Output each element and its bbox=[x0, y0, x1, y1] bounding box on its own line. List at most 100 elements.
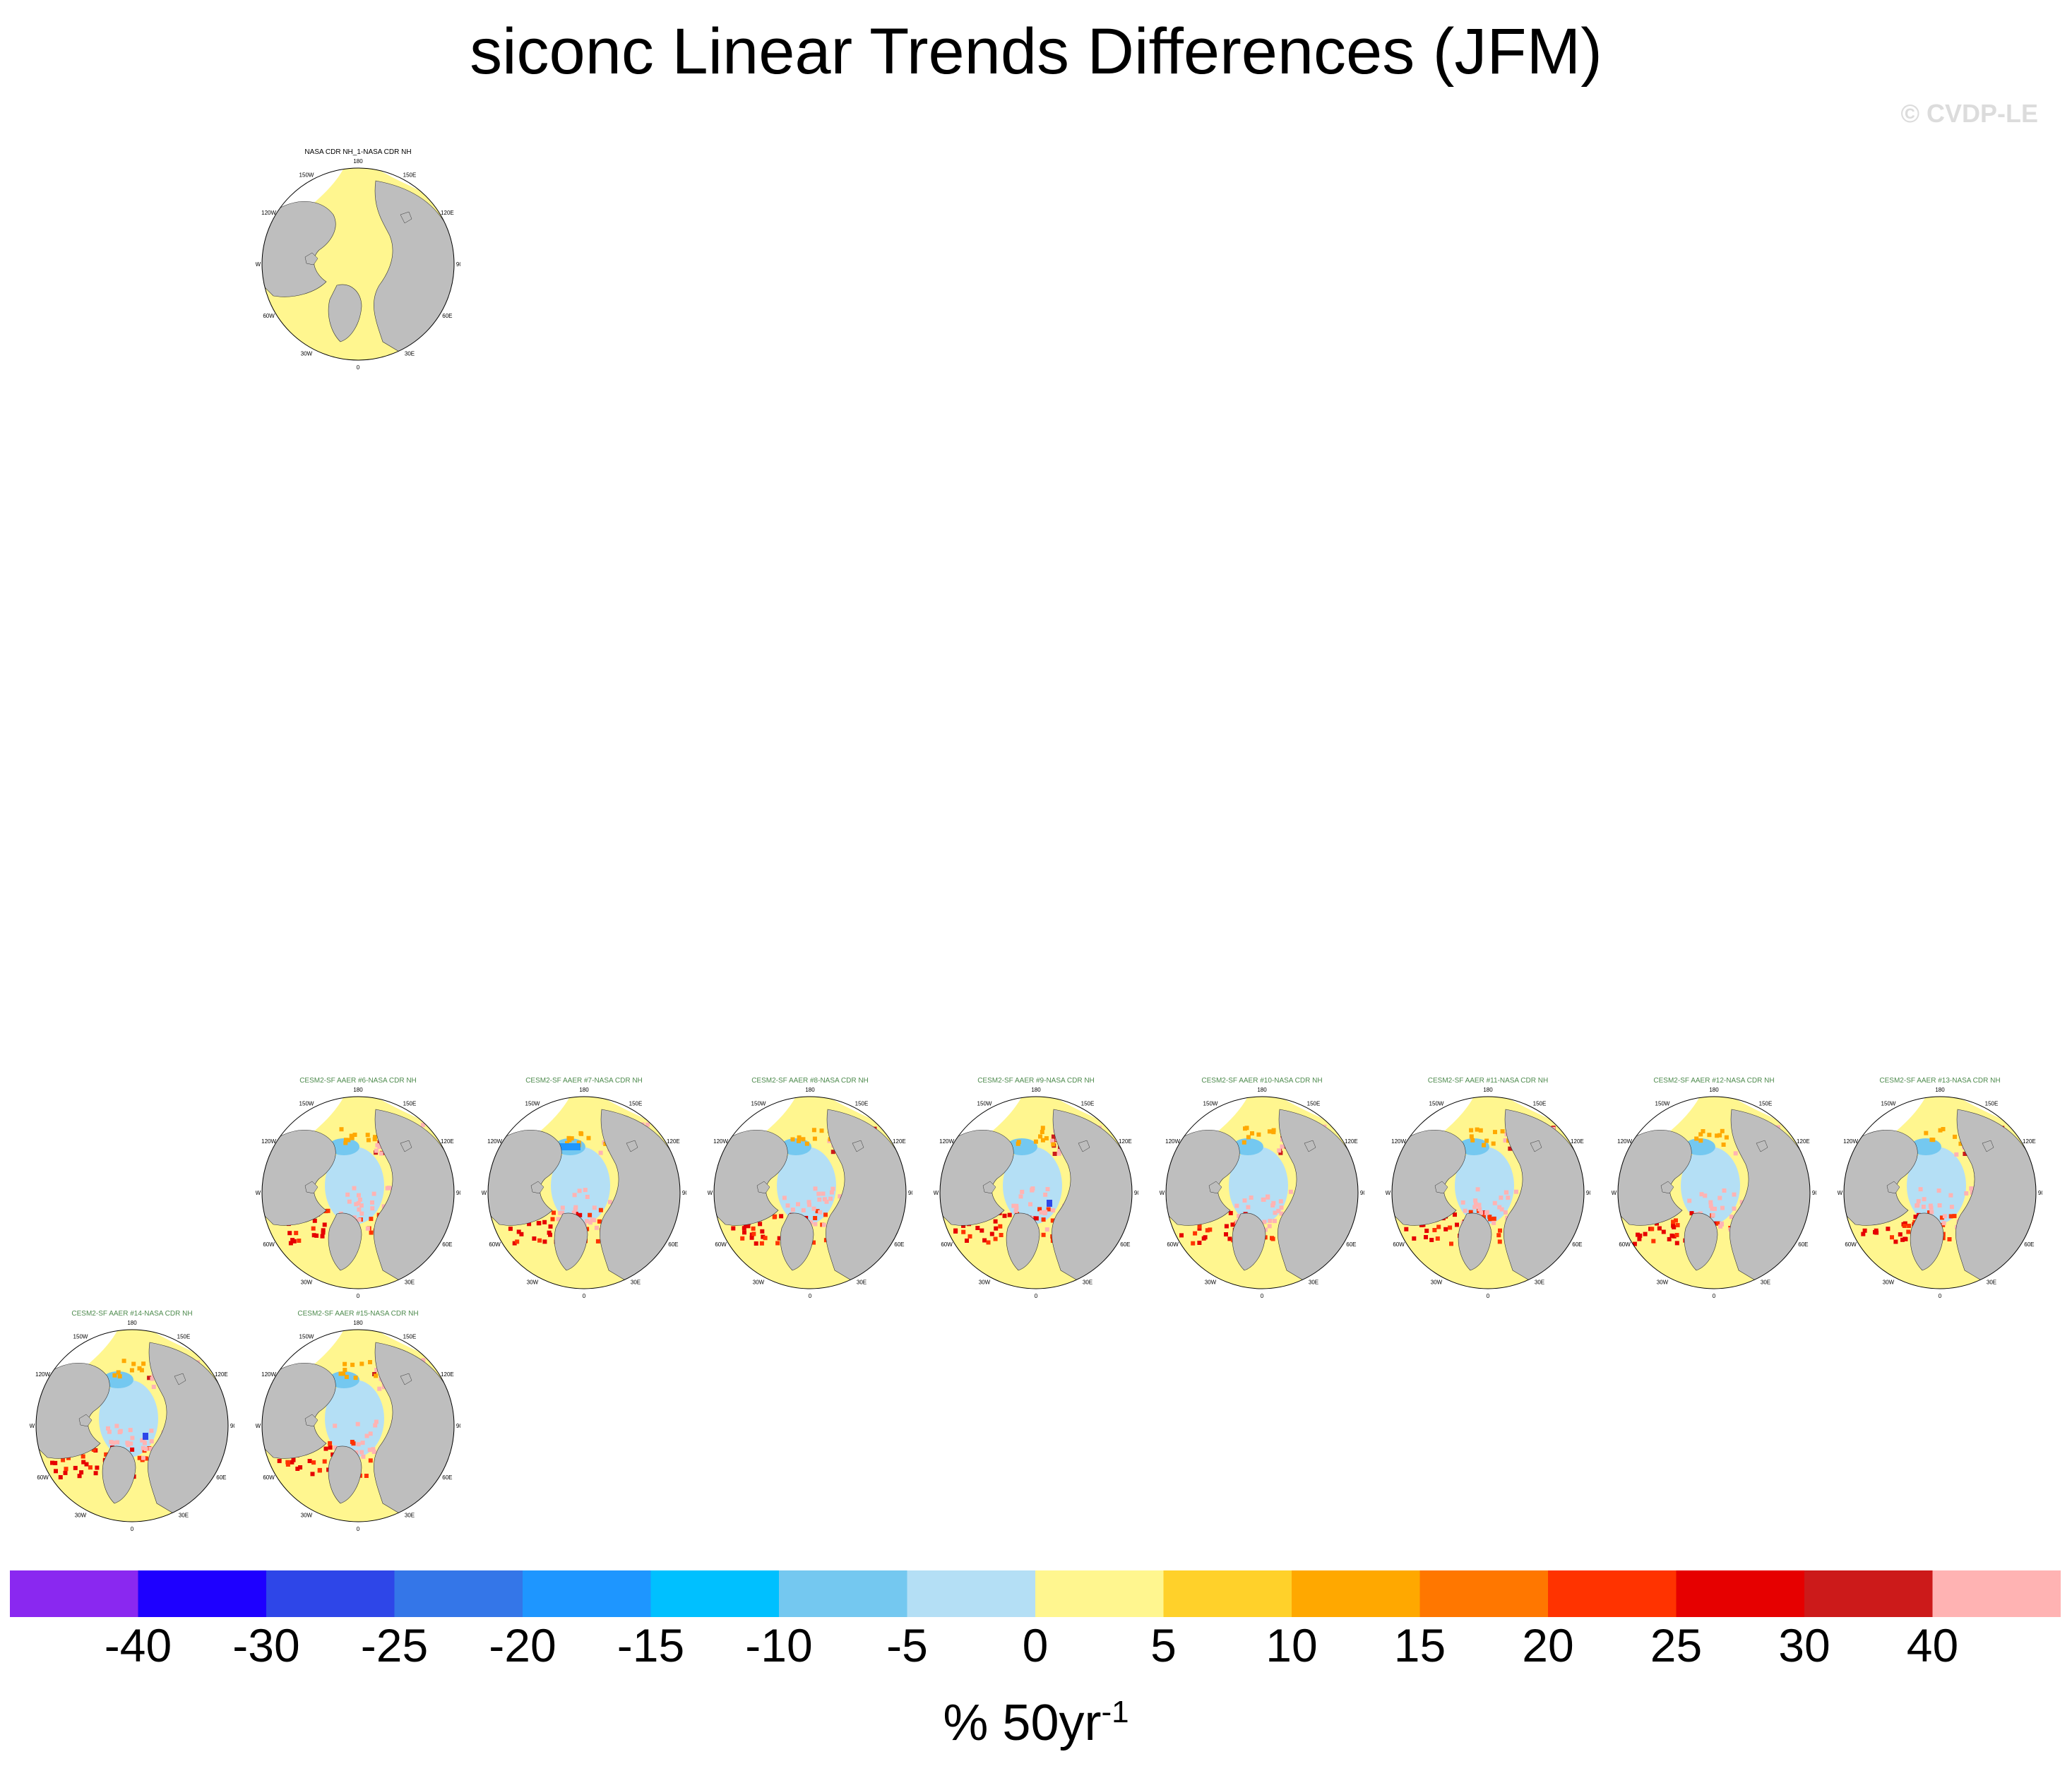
trend-cell bbox=[751, 1232, 756, 1236]
trend-cell bbox=[823, 1212, 828, 1217]
map-panel: CESM2-SF AAER #8-NASA CDR NH 180 150E 120E 9… bbox=[708, 1077, 912, 1310]
trend-cell bbox=[1638, 1233, 1643, 1238]
longitude-label: 120W bbox=[261, 1371, 276, 1378]
trend-cell bbox=[54, 1469, 58, 1474]
trend-cell bbox=[374, 1373, 379, 1378]
trend-cell bbox=[1721, 1143, 1726, 1147]
island bbox=[756, 1181, 770, 1194]
trend-cell bbox=[298, 1465, 303, 1469]
trend-cell bbox=[1040, 1126, 1045, 1131]
trend-cell bbox=[1732, 1206, 1737, 1211]
trend-cell bbox=[1479, 1210, 1484, 1215]
map-border bbox=[1391, 1096, 1585, 1289]
north-america-land bbox=[1392, 1129, 1466, 1226]
island bbox=[1530, 1140, 1542, 1152]
trend-cell bbox=[569, 1136, 574, 1141]
longitude-label: 0 bbox=[357, 1526, 360, 1532]
panel-title: NASA CDR NH_1-NASA CDR NH bbox=[304, 148, 412, 156]
trend-cell bbox=[1958, 1141, 1963, 1146]
trend-cell bbox=[1043, 1192, 1048, 1197]
colorbar-segment bbox=[138, 1570, 267, 1617]
eurasia-land bbox=[600, 1109, 680, 1282]
trend-cell bbox=[542, 1220, 547, 1224]
trend-cell bbox=[828, 1196, 833, 1201]
longitude-label: 150W bbox=[1203, 1101, 1218, 1107]
trend-cell bbox=[350, 1440, 355, 1444]
trend-cell bbox=[742, 1230, 746, 1235]
trend-cell bbox=[84, 1462, 89, 1467]
trend-cell bbox=[151, 1385, 156, 1389]
trend-cell bbox=[1913, 1215, 1918, 1220]
trend-cell bbox=[1674, 1241, 1679, 1246]
trend-cell bbox=[1487, 1215, 1492, 1220]
trend-cell bbox=[1051, 1142, 1056, 1147]
trend-cell bbox=[790, 1137, 795, 1142]
trend-cell bbox=[1941, 1221, 1946, 1226]
trend-cell bbox=[1475, 1187, 1480, 1192]
greenland-land bbox=[1684, 1212, 1718, 1271]
trend-cell bbox=[350, 1362, 355, 1367]
island bbox=[304, 252, 318, 266]
trend-cell bbox=[1246, 1205, 1251, 1210]
trend-cell bbox=[341, 1371, 346, 1376]
trend-cell bbox=[1276, 1208, 1281, 1213]
island bbox=[400, 211, 412, 224]
trend-cell bbox=[1246, 1135, 1251, 1140]
polar-map: 180 150E 120E 90E 60E 30E 0 30W 60W 90W 120W 150W bbox=[708, 1087, 912, 1299]
trend-cell bbox=[796, 1202, 800, 1207]
trend-cell bbox=[761, 1234, 766, 1239]
panel-title: CESM2-SF AAER #13-NASA CDR NH bbox=[1879, 1077, 2001, 1085]
longitude-label: 0 bbox=[1487, 1293, 1490, 1299]
trend-cell bbox=[547, 1230, 552, 1235]
trend-cell bbox=[1039, 1210, 1044, 1215]
trend-cell bbox=[141, 1361, 146, 1366]
longitude-label: 30W bbox=[75, 1512, 87, 1518]
trend-cell bbox=[1443, 1227, 1448, 1232]
panel-title: CESM2-SF AAER #15-NASA CDR NH bbox=[297, 1310, 419, 1318]
trend-cell bbox=[1698, 1138, 1703, 1143]
greenland-land bbox=[328, 1445, 362, 1504]
longitude-label: 60W bbox=[1393, 1241, 1405, 1248]
trend-cell bbox=[824, 1199, 829, 1204]
greenland-land bbox=[328, 1212, 362, 1271]
map-border bbox=[261, 167, 455, 361]
longitude-label: 30W bbox=[301, 1279, 313, 1285]
trend-cell bbox=[1279, 1205, 1284, 1210]
trend-cell bbox=[1263, 1227, 1268, 1232]
trend-cell bbox=[746, 1224, 751, 1229]
trend-cell bbox=[364, 1474, 369, 1478]
trend-cell bbox=[1412, 1236, 1417, 1241]
longitude-label: 120W bbox=[1617, 1138, 1632, 1145]
trend-cell bbox=[367, 1448, 372, 1453]
longitude-label: 0 bbox=[1261, 1293, 1264, 1299]
colorbar-tick-label: -5 bbox=[886, 1619, 928, 1671]
trend-cell bbox=[1028, 1202, 1032, 1207]
longitude-label: 150E bbox=[1759, 1101, 1773, 1107]
trend-cell bbox=[1701, 1129, 1705, 1133]
trend-cell bbox=[141, 1445, 145, 1450]
trend-cell bbox=[1262, 1220, 1267, 1224]
trend-cell bbox=[317, 1468, 322, 1473]
trend-region bbox=[780, 1138, 811, 1155]
trend-cell bbox=[339, 1127, 344, 1132]
trend-cell bbox=[759, 1241, 764, 1246]
trend-cell bbox=[149, 1429, 154, 1433]
trend-cell bbox=[355, 1421, 360, 1426]
trend-cell bbox=[508, 1227, 513, 1232]
island bbox=[400, 1140, 412, 1152]
colorbar-tick-label: 5 bbox=[1150, 1619, 1177, 1671]
longitude-label: 120E bbox=[441, 1371, 454, 1378]
trend-cell bbox=[1030, 1187, 1035, 1192]
trend-cell bbox=[608, 1200, 612, 1205]
trend-cell bbox=[357, 1207, 362, 1212]
trend-cell bbox=[797, 1138, 801, 1143]
island bbox=[1304, 1140, 1316, 1152]
trend-cell bbox=[1694, 1136, 1699, 1141]
trend-cell bbox=[1040, 1130, 1044, 1134]
longitude-label: 90E bbox=[1586, 1190, 1590, 1196]
trend-cell bbox=[1873, 1230, 1877, 1234]
longitude-label: 150E bbox=[403, 172, 417, 179]
colorbar-segment bbox=[10, 1570, 138, 1617]
trend-cell bbox=[1674, 1233, 1679, 1237]
longitude-label: 120E bbox=[1797, 1138, 1810, 1145]
